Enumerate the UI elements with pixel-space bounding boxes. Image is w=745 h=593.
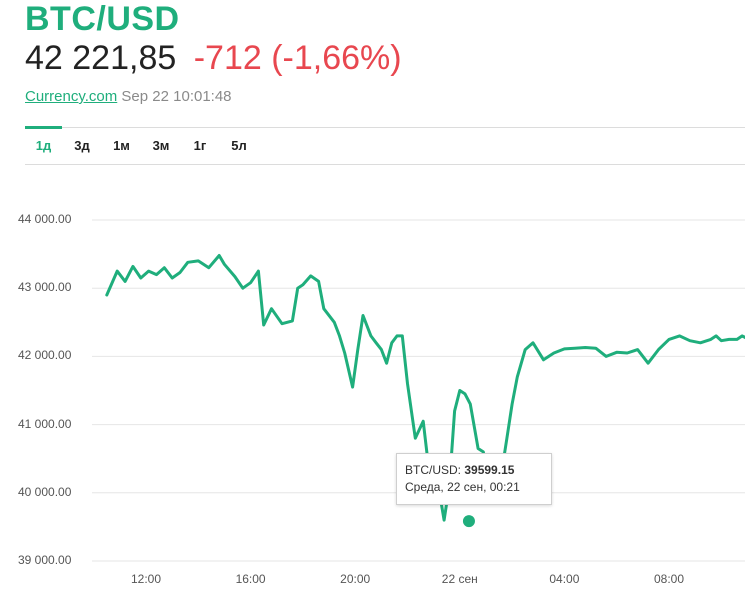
tab-1d[interactable]: 1д xyxy=(35,138,52,153)
y-tick-label: 44 000.00 xyxy=(18,212,72,226)
x-tick-label: 08:00 xyxy=(653,572,685,586)
timestamp: Sep 22 10:01:48 xyxy=(121,88,232,105)
y-tick-label: 41 000.00 xyxy=(18,416,72,431)
x-tick-label: 20:00 xyxy=(340,572,371,586)
timeframe-tabs: 1д 3д 1м 3м 1г 5л xyxy=(25,138,259,153)
x-tick-label: 04:00 xyxy=(549,572,580,586)
highlight-point xyxy=(462,515,475,528)
source-row: Currency.com Sep 22 10:01:48 xyxy=(25,88,232,105)
y-tick-label: 39 000.00 xyxy=(18,553,72,567)
price-row: 42 221,85 -712 (-1,66%) xyxy=(25,39,402,78)
tab-1y[interactable]: 1г xyxy=(193,138,207,153)
x-tick-label: 16:00 xyxy=(235,572,266,586)
source-link[interactable]: Currency.com xyxy=(25,88,118,105)
y-tick-label: 40 000.00 xyxy=(18,484,72,499)
tooltip-value: 39599.15 xyxy=(464,463,515,477)
currency-pair-title: BTC/USD xyxy=(25,0,180,38)
price-series-line xyxy=(105,254,745,522)
divider xyxy=(25,164,745,165)
tooltip-series-label: BTC/USD: xyxy=(405,463,462,477)
tooltip-date: Среда, 22 сен, 00:21 xyxy=(405,480,520,494)
y-tick-label: 42 000.00 xyxy=(18,348,72,363)
current-price: 42 221,85 xyxy=(25,39,177,77)
divider xyxy=(25,127,745,128)
chart-tooltip: BTC/USD: 39599.15 Среда, 22 сен, 00:21 xyxy=(396,453,552,505)
grid-lines xyxy=(92,219,745,562)
tab-3m[interactable]: 3м xyxy=(152,138,170,153)
y-tick-label: 43 000.00 xyxy=(18,280,72,295)
tooltip-value-row: BTC/USD: 39599.15 xyxy=(405,462,551,479)
tab-5y[interactable]: 5л xyxy=(231,138,247,153)
active-tab-indicator xyxy=(25,126,62,129)
x-tick-label: 12:00 xyxy=(130,572,162,586)
tab-1m[interactable]: 1м xyxy=(113,138,130,153)
price-change: -712 (-1,66%) xyxy=(193,39,402,77)
x-tick-label: 22 сен xyxy=(441,572,478,586)
tab-3d[interactable]: 3д xyxy=(74,138,90,153)
